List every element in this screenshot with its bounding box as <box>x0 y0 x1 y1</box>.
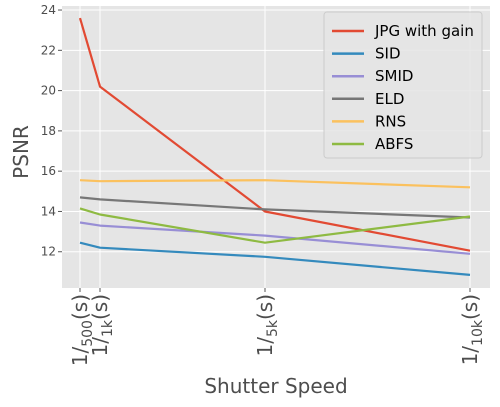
x-tick-label: 1/1k(s) <box>88 294 116 357</box>
legend-label: ELD <box>375 90 404 108</box>
y-axis-title: PSNR <box>9 125 33 179</box>
legend-label: JPG with gain <box>374 22 474 40</box>
series-lines <box>78 17 471 276</box>
y-tick-label: 20 <box>41 84 56 98</box>
legend: JPG with gain SID SMID ELD RNS ABFS <box>323 11 483 159</box>
series-line-eld <box>79 196 471 219</box>
legend-label: SMID <box>375 67 413 85</box>
y-tick-labels: 12 14 16 18 20 22 24 <box>41 3 62 259</box>
series-line-rns <box>79 179 471 189</box>
legend-label: ABFS <box>375 135 413 153</box>
series-line-sid <box>79 241 471 276</box>
x-axis-title: Shutter Speed <box>204 374 347 398</box>
legend-label: SID <box>375 45 401 63</box>
legend-label: RNS <box>375 112 406 130</box>
y-tick-label: 22 <box>41 43 56 57</box>
x-tick-labels: 1/500(s)1/1k(s) 1/5k(s) 1/10k(s) <box>68 288 486 366</box>
series-line-jpg-with-gain <box>78 17 471 252</box>
series-line-smid <box>79 221 471 255</box>
x-tick-label: 1/500(s) <box>68 294 96 366</box>
y-tick-label: 16 <box>41 164 56 178</box>
series-line-abfs <box>79 207 471 244</box>
y-tick-label: 24 <box>41 3 56 17</box>
x-tick-label: 1/10k(s) <box>458 294 486 365</box>
y-tick-label: 14 <box>41 204 56 218</box>
x-tick-label: 1/5k(s) <box>253 294 281 357</box>
y-tick-label: 12 <box>41 245 56 259</box>
y-tick-label: 18 <box>41 124 56 138</box>
